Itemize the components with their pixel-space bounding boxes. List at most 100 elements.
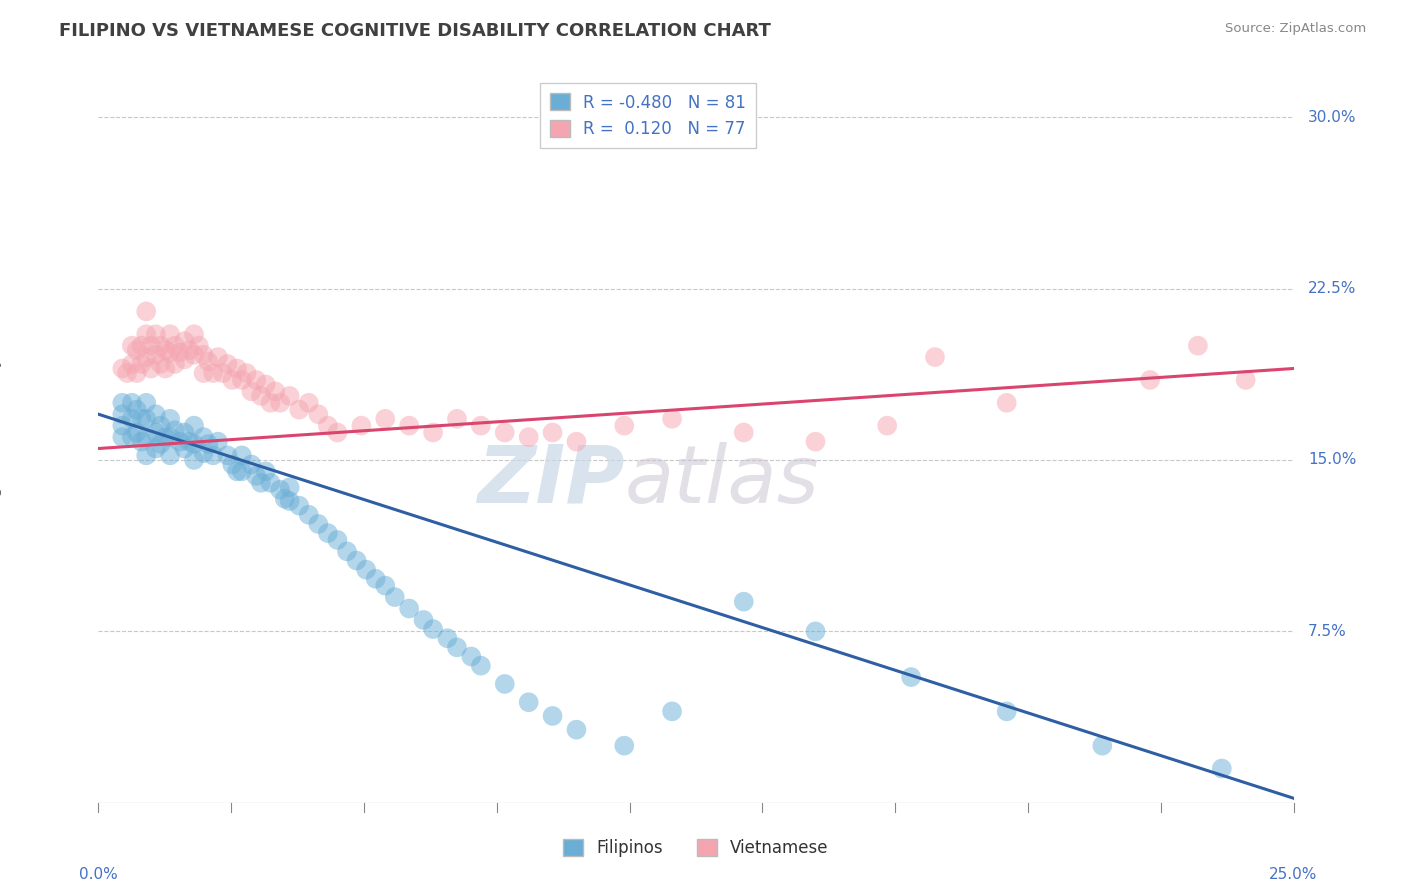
Point [470, 418, 492, 433]
Point [250, 389, 273, 403]
Point [111, 396, 134, 410]
Point [135, 449, 157, 463]
Point [159, 327, 181, 342]
Point [221, 458, 243, 472]
Point [231, 464, 253, 478]
Point [183, 348, 205, 362]
Point [155, 361, 177, 376]
Point [278, 480, 301, 494]
Point [316, 526, 339, 541]
Point [173, 442, 195, 456]
Point [384, 590, 406, 604]
Point [197, 437, 219, 451]
Point [446, 640, 468, 655]
Text: 30.0%: 30.0% [1308, 110, 1357, 125]
Point [278, 494, 301, 508]
Point [541, 425, 564, 440]
Point [149, 437, 172, 451]
Point [139, 361, 162, 376]
Point [159, 449, 181, 463]
Point [163, 338, 186, 352]
Point [876, 418, 898, 433]
Point [494, 677, 516, 691]
Text: 25.0%: 25.0% [1270, 867, 1317, 882]
Point [288, 499, 311, 513]
Point [274, 491, 297, 506]
Point [250, 475, 273, 490]
Point [245, 373, 267, 387]
Point [460, 649, 482, 664]
Point [135, 396, 157, 410]
Point [446, 412, 468, 426]
Point [131, 338, 153, 352]
Point [517, 430, 540, 444]
Point [226, 464, 249, 478]
Point [145, 327, 167, 342]
Point [374, 579, 396, 593]
Point [336, 544, 359, 558]
Point [565, 434, 588, 449]
Point [278, 389, 301, 403]
Point [613, 418, 636, 433]
Point [135, 327, 157, 342]
Point [350, 418, 373, 433]
Point [169, 345, 191, 359]
Point [436, 632, 458, 646]
Point [804, 434, 827, 449]
Point [131, 434, 153, 449]
Point [517, 695, 540, 709]
Point [316, 418, 339, 433]
Text: Cognitive Disability: Cognitive Disability [0, 357, 3, 517]
Point [298, 508, 321, 522]
Text: ZIP: ZIP [477, 442, 624, 520]
Point [202, 366, 225, 380]
Point [422, 425, 444, 440]
Text: FILIPINO VS VIETNAMESE COGNITIVE DISABILITY CORRELATION CHART: FILIPINO VS VIETNAMESE COGNITIVE DISABIL… [59, 22, 770, 40]
Point [326, 533, 349, 547]
Point [354, 563, 377, 577]
Point [183, 437, 205, 451]
Point [145, 348, 167, 362]
Point [193, 446, 215, 460]
Point [125, 343, 148, 358]
Point [398, 418, 420, 433]
Point [924, 350, 946, 364]
Point [733, 425, 755, 440]
Point [412, 613, 434, 627]
Point [231, 449, 253, 463]
Point [149, 338, 172, 352]
Point [179, 343, 201, 358]
Point [183, 418, 205, 433]
Point [422, 622, 444, 636]
Point [125, 402, 148, 417]
Point [240, 384, 263, 399]
Point [111, 361, 134, 376]
Text: Source: ZipAtlas.com: Source: ZipAtlas.com [1226, 22, 1367, 36]
Point [217, 449, 239, 463]
Point [307, 407, 329, 421]
Point [139, 338, 162, 352]
Point [254, 464, 277, 478]
Point [125, 366, 148, 380]
Point [145, 442, 167, 456]
Point [661, 705, 683, 719]
Point [135, 412, 157, 426]
Point [269, 396, 291, 410]
Point [307, 516, 329, 531]
Point [211, 366, 233, 380]
Point [163, 423, 186, 437]
Point [326, 425, 349, 440]
Point [470, 658, 492, 673]
Point [155, 430, 177, 444]
Point [115, 366, 138, 380]
Point [111, 430, 134, 444]
Point [149, 357, 172, 371]
Point [121, 430, 143, 444]
Point [254, 377, 277, 392]
Point [1091, 739, 1114, 753]
Point [173, 425, 195, 440]
Point [565, 723, 588, 737]
Point [159, 412, 181, 426]
Point [111, 418, 134, 433]
Point [173, 352, 195, 367]
